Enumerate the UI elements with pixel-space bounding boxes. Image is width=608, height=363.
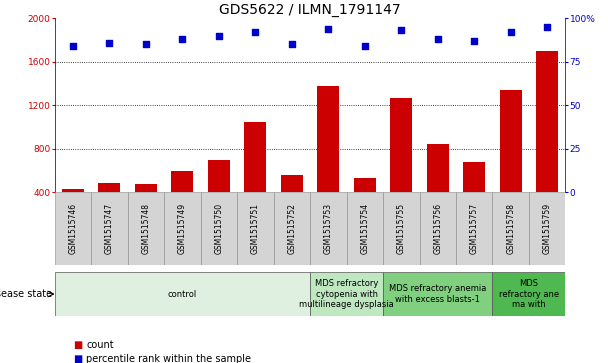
Text: GSM1515749: GSM1515749 [178,203,187,254]
Text: GSM1515746: GSM1515746 [69,203,77,254]
Point [542,24,552,30]
Text: MDS refractory
cytopenia with
multilineage dysplasia: MDS refractory cytopenia with multilinea… [299,279,394,309]
Bar [55,272,310,316]
Text: GSM1515750: GSM1515750 [215,203,223,254]
Text: MDS
refractory ane
ma with: MDS refractory ane ma with [499,279,559,309]
Bar [383,192,420,265]
Text: GSM1515757: GSM1515757 [470,203,478,254]
Bar [237,192,274,265]
Bar [135,184,157,236]
Text: ■: ■ [73,354,82,363]
Point [323,26,333,32]
Bar [317,86,339,236]
Text: GSM1515752: GSM1515752 [288,203,296,254]
Bar [492,192,529,265]
Bar [208,160,230,236]
Bar [354,178,376,236]
Point [105,40,114,45]
Bar [164,192,201,265]
Bar [274,192,310,265]
Point [178,36,187,42]
Bar [62,189,84,236]
Text: disease state: disease state [0,289,52,299]
Bar [463,162,485,236]
Bar [55,192,91,265]
Bar [536,51,558,236]
Bar [390,98,412,236]
Text: GSM1515747: GSM1515747 [105,203,114,254]
Bar [310,192,347,265]
Text: GSM1515758: GSM1515758 [506,203,515,254]
Text: GSM1515755: GSM1515755 [397,203,406,254]
Bar [171,171,193,236]
Text: ■: ■ [73,340,82,350]
Bar [383,272,492,316]
Bar [201,192,237,265]
Text: GSM1515759: GSM1515759 [543,203,551,254]
Title: GDS5622 / ILMN_1791147: GDS5622 / ILMN_1791147 [219,3,401,17]
Text: GSM1515754: GSM1515754 [361,203,369,254]
Point [141,41,151,47]
Bar [456,192,492,265]
Point [469,38,479,44]
Text: count: count [86,340,114,350]
Bar [310,272,383,316]
Point [360,43,370,49]
Point [287,41,297,47]
Bar [244,122,266,236]
Bar [347,192,383,265]
Bar [281,175,303,236]
Bar [128,192,164,265]
Text: GSM1515756: GSM1515756 [434,203,442,254]
Text: MDS refractory anemia
with excess blasts-1: MDS refractory anemia with excess blasts… [389,284,486,304]
Bar [529,192,565,265]
Bar [420,192,456,265]
Text: percentile rank within the sample: percentile rank within the sample [86,354,251,363]
Bar [91,192,128,265]
Point [396,28,406,33]
Bar [427,144,449,236]
Text: GSM1515751: GSM1515751 [251,203,260,254]
Point [506,29,516,35]
Point [250,29,260,35]
Bar [500,90,522,236]
Point [433,36,443,42]
Point [68,43,78,49]
Text: control: control [168,290,197,298]
Bar [98,183,120,236]
Text: GSM1515753: GSM1515753 [324,203,333,254]
Point [214,33,224,38]
Bar [492,272,565,316]
Text: GSM1515748: GSM1515748 [142,203,150,254]
